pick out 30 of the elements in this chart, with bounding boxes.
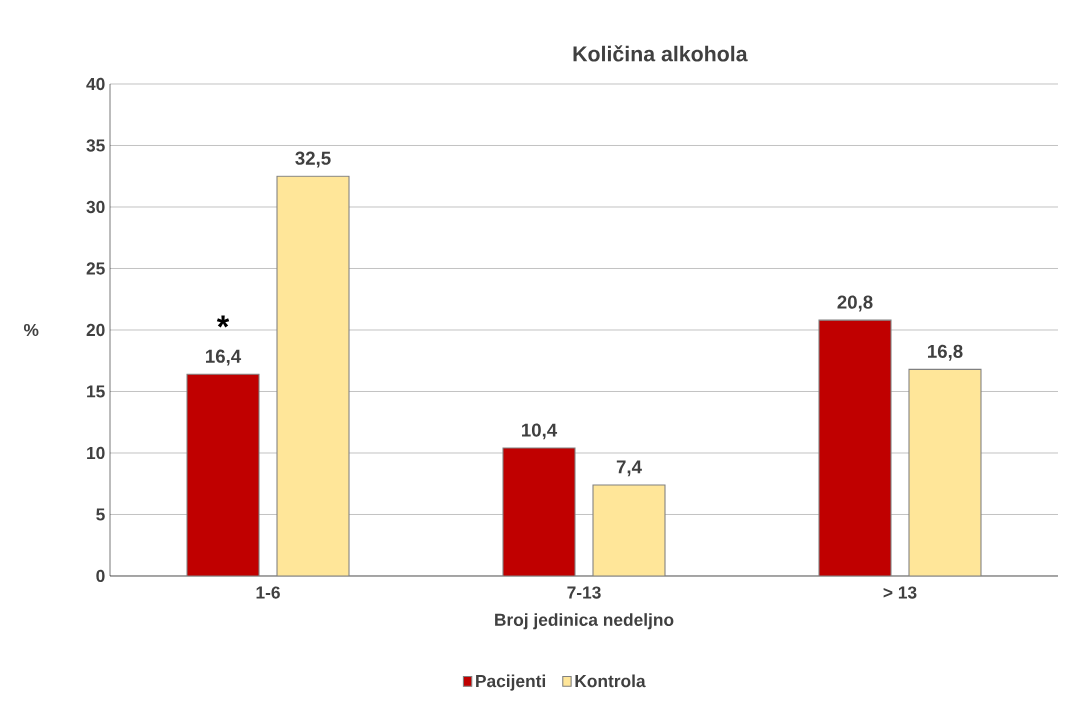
bar [502, 447, 576, 576]
y-axis-title: % [23, 323, 39, 337]
data-label: 20,8 [837, 295, 873, 312]
data-label: 16,8 [928, 344, 963, 361]
bar [818, 319, 892, 576]
y-tick-label: 5 [96, 508, 105, 521]
x-tick-label: 1-6 [256, 586, 280, 599]
y-tick-label: 0 [96, 569, 105, 583]
bar [186, 373, 260, 576]
y-tick-label: 20 [86, 323, 105, 337]
data-label: 10,4 [522, 423, 558, 440]
y-tick-label: 15 [87, 385, 105, 398]
x-tick-label: > 13 [883, 586, 917, 599]
legend-label: Kontrola [575, 674, 646, 688]
x-axis-title: Broj jedinica nedeljno [495, 613, 674, 630]
bar [276, 175, 350, 576]
y-tick-label: 30 [86, 200, 105, 214]
bar [592, 484, 666, 576]
y-tick-label: 35 [86, 139, 105, 152]
y-tick-label: 25 [86, 262, 105, 275]
data-label: 16,4 [206, 349, 242, 366]
y-tick-label: 10 [87, 446, 105, 460]
data-label: 32,5 [295, 151, 331, 168]
y-tick-label: 40 [86, 77, 105, 91]
legend-label: Pacijenti [476, 674, 546, 691]
data-label: 7,4 [616, 460, 642, 477]
x-tick-label: 7-13 [567, 586, 601, 599]
annotation: * [216, 315, 230, 328]
chart-title: Količina alkohola [573, 45, 748, 62]
bar [908, 368, 982, 576]
